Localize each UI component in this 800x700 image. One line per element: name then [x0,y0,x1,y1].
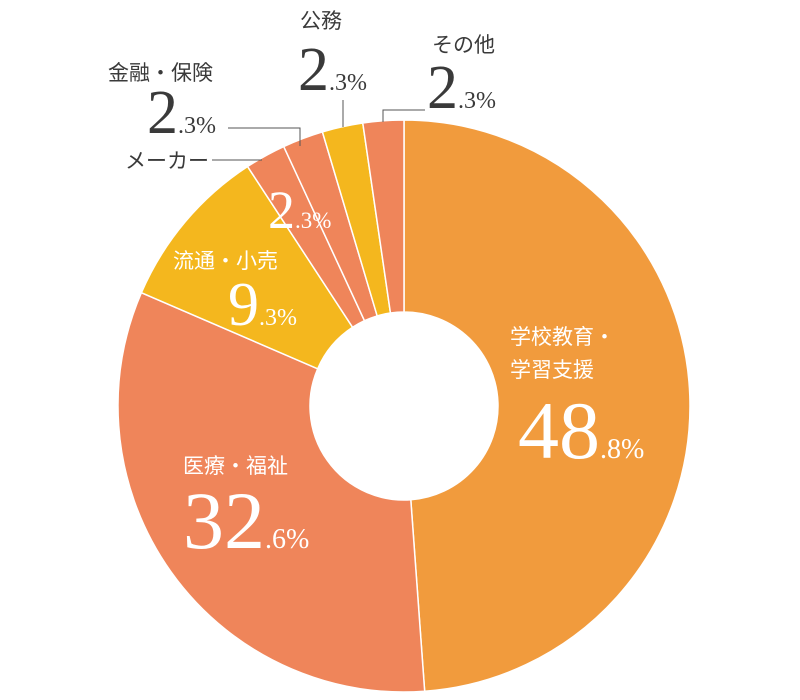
value-label-medical-welfare: 32.6% [183,475,309,566]
category-label-education-line-2: 学習支援 [510,358,594,382]
slice-other [361,119,405,314]
category-label-public-service: 公務 [300,9,342,33]
value-label-finance-insurance: 2.3% [147,79,216,147]
slice-labels: 学校教育・学習支援48.8%医療・福祉32.6%流通・小売9.3%メーカー2.3… [108,9,644,566]
value-decimal-unit: .3% [295,208,331,233]
value-label-manufacturer: 2.3% [268,180,331,240]
value-integer: 48 [518,385,600,476]
value-integer: 2 [298,36,329,104]
value-integer: 32 [183,475,265,566]
slice-medical-welfare [117,291,426,693]
slice-distribution-retail [140,165,354,370]
value-decimal-unit: .3% [259,305,297,331]
value-decimal-unit: .8% [600,434,644,465]
value-decimal-unit: .3% [458,88,496,114]
category-label-finance-insurance: 金融・保険 [108,61,213,85]
value-label-other: 2.3% [427,54,496,122]
leader-lines [212,100,425,161]
leader-line-finance-insurance [228,127,301,146]
value-integer: 2 [147,79,178,147]
category-label-manufacturer: メーカー [125,149,209,173]
value-decimal-unit: .3% [329,70,367,96]
value-integer: 9 [228,271,259,339]
value-label-education: 48.8% [518,385,644,476]
donut-slices [117,119,691,693]
value-integer: 2 [427,54,458,122]
value-label-distribution-retail: 9.3% [228,271,297,339]
category-label-medical-welfare: 医療・福祉 [183,454,288,478]
category-label-education-line-1: 学校教育・ [510,325,615,349]
value-decimal-unit: .6% [265,524,309,555]
value-decimal-unit: .3% [178,113,216,139]
leader-line-other [382,109,425,122]
value-integer: 2 [268,180,295,240]
category-label-distribution-retail: 流通・小売 [173,249,278,273]
slice-education [403,119,691,693]
category-label-other: その他 [432,33,495,57]
value-label-public-service: 2.3% [298,36,367,104]
